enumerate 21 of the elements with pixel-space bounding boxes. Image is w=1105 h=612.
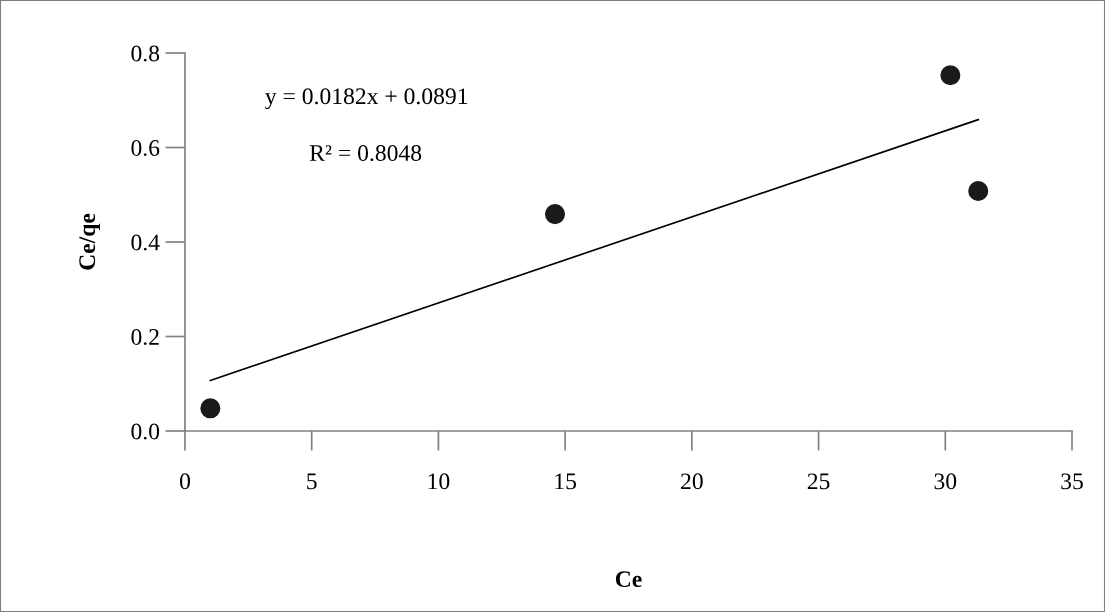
y-axis-title: Ce/qe	[79, 213, 100, 270]
annotation: R² = 0.8048	[309, 145, 422, 162]
x-tick-label: 15	[555, 473, 577, 490]
y-tick-label: 0.8	[131, 45, 160, 62]
x-tick-label: 30	[934, 473, 957, 490]
x-tick-label: 0	[180, 473, 190, 490]
y-tick-label: 0.0	[131, 423, 160, 440]
point	[968, 180, 989, 201]
y-tick-label: 0.6	[131, 139, 160, 157]
x-axis-title: Ce	[615, 571, 642, 588]
x-tick-label: 20	[681, 473, 703, 490]
x-tick-label: 25	[807, 473, 830, 490]
annotation: y = 0.0182x + 0.0891	[265, 88, 468, 110]
x-tick-label: 5	[307, 473, 317, 490]
x-tick-label: 35	[1061, 473, 1083, 490]
y-tick-label: 0.2	[131, 328, 159, 346]
y-tick-label: 0.4	[131, 234, 160, 251]
x-tick-label: 10	[428, 473, 450, 490]
point	[200, 398, 221, 419]
point	[544, 204, 566, 225]
point	[940, 65, 961, 86]
